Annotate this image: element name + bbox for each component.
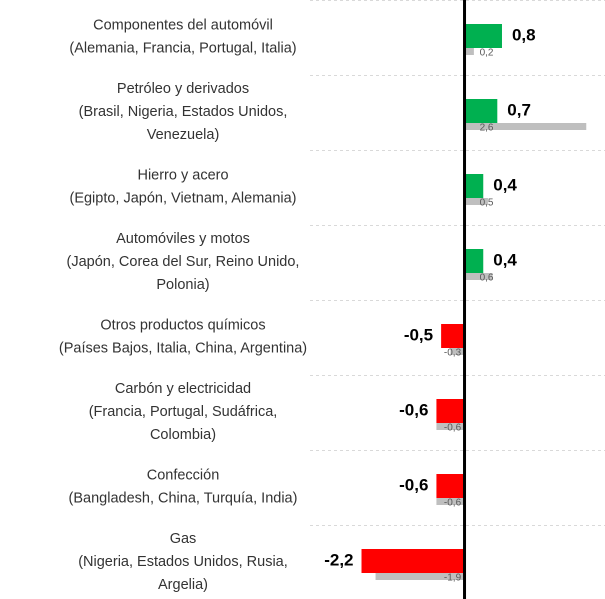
secondary-value-label: 0,2 <box>480 48 494 59</box>
secondary-bar <box>436 498 465 505</box>
secondary-bar <box>464 48 474 55</box>
secondary-bar <box>464 273 493 280</box>
value-label: 0,7 <box>507 100 531 119</box>
category-label: (Países Bajos, Italia, China, Argentina) <box>59 340 307 356</box>
category-label: Hierro y acero <box>137 167 228 183</box>
bar <box>441 324 465 348</box>
secondary-value-label: -0,6 <box>444 423 462 434</box>
secondary-value-label: -0,6 <box>444 498 462 509</box>
secondary-value-label: 0,5 <box>480 198 494 209</box>
bar <box>436 399 465 423</box>
category-label: (Alemania, Francia, Portugal, Italia) <box>69 40 296 56</box>
category-label: Colombia) <box>150 427 216 443</box>
category-label: Gas <box>170 531 197 547</box>
value-label: -0,6 <box>399 400 428 419</box>
category-label: (Bangladesh, China, Turquía, India) <box>69 490 298 506</box>
category-label: Petróleo y derivados <box>117 81 249 97</box>
category-label: Componentes del automóvil <box>93 17 273 33</box>
value-label: 0,8 <box>512 25 536 44</box>
bar <box>361 549 465 573</box>
bar <box>464 24 502 48</box>
secondary-value-label: 0,6 <box>480 273 494 284</box>
value-label: -2,2 <box>324 550 353 569</box>
category-label: Polonia) <box>156 277 209 293</box>
category-label: (Nigeria, Estados Unidos, Rusia, <box>78 554 288 570</box>
category-label: (Japón, Corea del Sur, Reino Unido, <box>67 254 300 270</box>
secondary-bar <box>464 198 488 205</box>
category-label: Confección <box>147 467 220 483</box>
category-label: Argelia) <box>158 577 208 593</box>
category-label: Automóviles y motos <box>116 231 250 247</box>
category-label: (Brasil, Nigeria, Estados Unidos, <box>79 104 288 120</box>
secondary-value-label: -0,3 <box>444 348 462 359</box>
secondary-value-label: 2,6 <box>480 123 494 134</box>
bar <box>464 99 498 123</box>
value-label: 0,4 <box>493 250 517 269</box>
bar <box>464 249 484 273</box>
bar <box>436 474 465 498</box>
value-label: 0,4 <box>493 175 517 194</box>
category-label: (Francia, Portugal, Sudáfrica, <box>89 404 278 420</box>
category-label: (Egipto, Japón, Vietnam, Alemania) <box>69 190 296 206</box>
category-label: Venezuela) <box>147 127 220 143</box>
value-label: -0,5 <box>404 325 433 344</box>
category-label: Otros productos químicos <box>100 317 265 333</box>
secondary-bar <box>464 123 587 130</box>
bar <box>464 174 484 198</box>
secondary-bar <box>450 348 465 355</box>
secondary-bar <box>375 573 465 580</box>
secondary-bar <box>436 423 465 430</box>
category-label: Carbón y electricidad <box>115 381 251 397</box>
value-label: -0,6 <box>399 475 428 494</box>
secondary-value-label: -1,9 <box>444 573 462 584</box>
